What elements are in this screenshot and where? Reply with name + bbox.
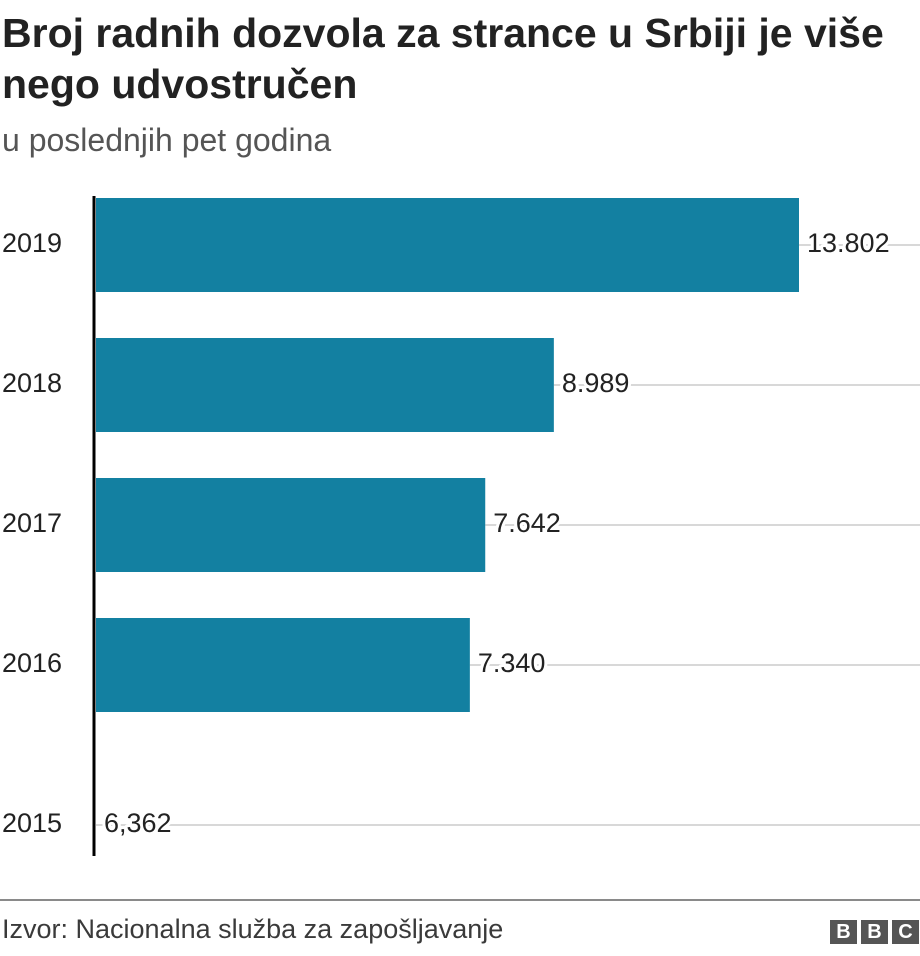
value-label: 8.989 — [562, 368, 630, 398]
bbc-logo: B B C — [830, 920, 919, 944]
category-label: 2018 — [2, 368, 62, 398]
footer-divider — [0, 899, 920, 901]
value-label-halo: 7.340 — [478, 648, 546, 678]
value-label: 13.802 — [807, 228, 890, 258]
value-label-halo: 8.989 — [562, 368, 630, 398]
bar-2016 — [96, 618, 470, 712]
category-label: 2016 — [2, 648, 62, 678]
bbc-logo-letter-2: B — [861, 920, 888, 944]
value-label: 7.340 — [478, 648, 546, 678]
value-label-halo: 7.642 — [493, 508, 561, 538]
category-label: 2019 — [2, 228, 62, 258]
bbc-logo-letter-1: B — [830, 920, 857, 944]
bar-2019 — [96, 198, 799, 292]
value-label-halo: 6,362 — [104, 808, 172, 838]
value-label: 7.642 — [493, 508, 561, 538]
chart-subtitle: u poslednjih pet godina — [2, 122, 332, 158]
value-label-halo: 13.802 — [807, 228, 890, 258]
category-label: 2017 — [2, 508, 62, 538]
bbc-logo-letter-3: C — [892, 920, 919, 944]
chart-title: Broj radnih dozvola za strance u Srbiji … — [2, 10, 884, 107]
bar-2017 — [96, 478, 486, 572]
category-label: 2015 — [2, 808, 62, 838]
value-label: 6,362 — [104, 808, 172, 838]
source-note: Izvor: Nacionalna služba za zapošljavanj… — [2, 914, 504, 944]
bar-2018 — [96, 338, 554, 432]
